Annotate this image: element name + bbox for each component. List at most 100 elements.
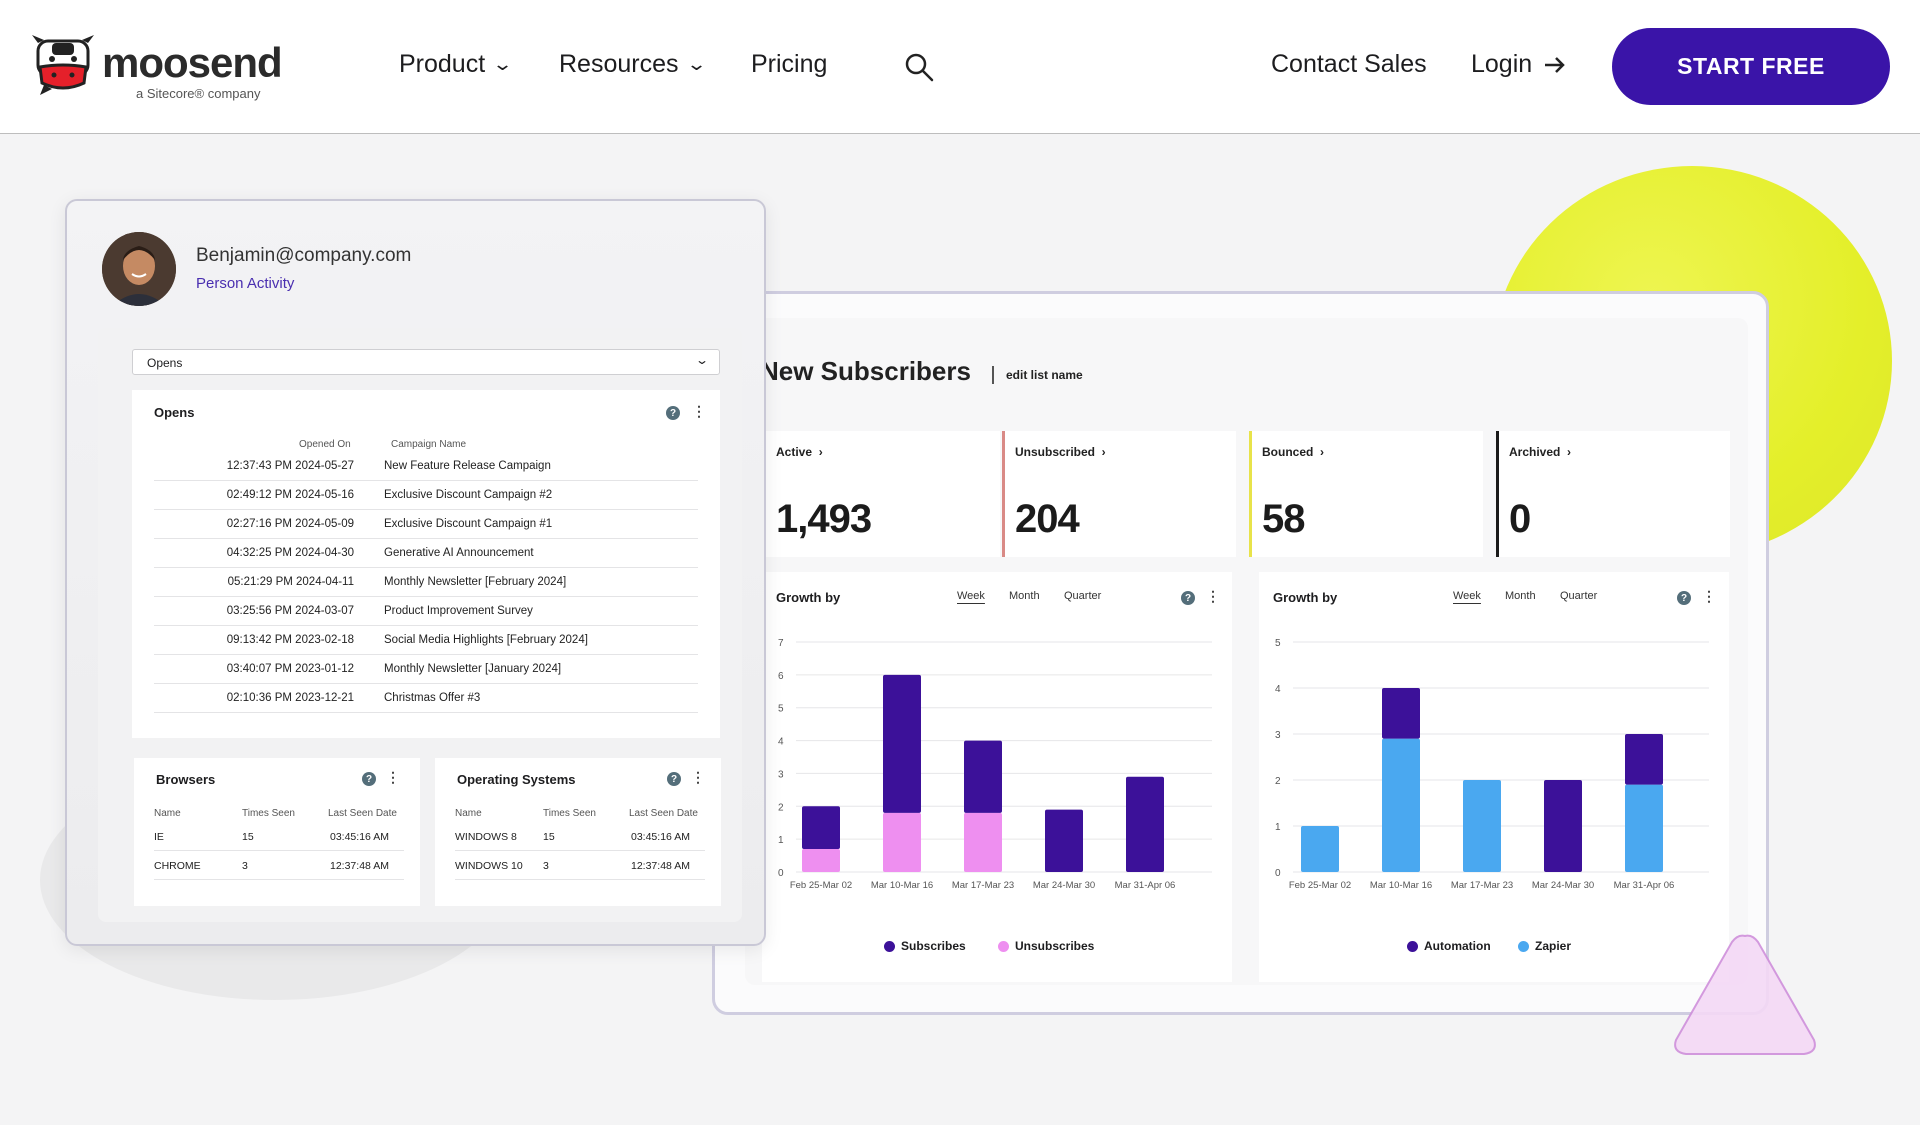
stat-card-active[interactable]: Active › 1,493: [766, 431, 1000, 557]
x-tick-label: Feb 25-Mar 02: [1289, 880, 1351, 891]
stat-label: Active ›: [776, 445, 823, 459]
logo-wordmark: moosend: [102, 39, 283, 86]
table-row: 02:10:36 PM 2023-12-21 Christmas Offer #3: [154, 684, 698, 713]
growth-chart-subscribes: Growth by Week Month Quarter ? ⋮ 0 1 2 3 4 5 6…: [762, 572, 1232, 982]
bar-zapier[interactable]: [1463, 780, 1501, 872]
stat-card-unsubscribed[interactable]: Unsubscribed › 204: [1002, 431, 1236, 557]
cow-logo-icon: [32, 35, 94, 95]
nav-pricing[interactable]: Pricing: [751, 50, 827, 79]
chevron-down-icon: ⌄: [492, 54, 514, 74]
more-options-icon[interactable]: ⋮: [692, 403, 706, 419]
stat-label: Archived ›: [1509, 445, 1572, 459]
more-options-icon[interactable]: ⋮: [1206, 588, 1220, 604]
bar-subscribes[interactable]: [1126, 776, 1164, 872]
tab-quarter[interactable]: Quarter: [1064, 590, 1102, 602]
tab-quarter[interactable]: Quarter: [1560, 590, 1598, 602]
cell-last: 12:37:48 AM: [631, 860, 690, 872]
help-icon[interactable]: ?: [666, 406, 680, 420]
column-header-campaign: Campaign Name: [391, 439, 467, 450]
chart-title: Growth by: [1273, 590, 1338, 605]
bar-subscribes[interactable]: [964, 740, 1002, 813]
help-icon[interactable]: ?: [1677, 591, 1691, 605]
help-icon[interactable]: ?: [1181, 591, 1195, 605]
bar-unsubscribes[interactable]: [802, 849, 840, 872]
table-row: 02:49:12 PM 2024-05-16 Exclusive Discount…: [154, 481, 698, 510]
activity-type-select[interactable]: Opens ⌄: [132, 349, 720, 375]
legend-dot-automation: [1407, 940, 1418, 952]
nav-product-label: Product: [399, 50, 486, 78]
more-options-icon[interactable]: ⋮: [386, 769, 400, 785]
x-tick-label: Mar 10-Mar 16: [871, 880, 933, 891]
stat-label: Bounced ›: [1262, 445, 1325, 459]
bar-unsubscribes[interactable]: [883, 812, 921, 872]
table-row: 02:27:16 PM 2024-05-09 Exclusive Discount…: [154, 510, 698, 539]
x-tick-label: Mar 24-Mar 30: [1033, 880, 1095, 891]
y-tick-label: 2: [778, 802, 784, 813]
edit-list-name-link[interactable]: edit list name: [992, 366, 1083, 384]
os-title: Operating Systems: [457, 772, 576, 787]
person-photo-icon: [102, 232, 176, 306]
y-tick-label: 0: [778, 868, 784, 879]
nav-resources[interactable]: Resources ⌄: [559, 50, 707, 79]
bar-zapier[interactable]: [1301, 826, 1339, 872]
search-icon[interactable]: [904, 52, 934, 82]
login-link[interactable]: Login: [1471, 50, 1566, 79]
x-tick-label: Mar 17-Mar 23: [1451, 880, 1513, 891]
y-tick-label: 7: [778, 638, 784, 649]
chevron-down-icon: ⌄: [685, 54, 707, 74]
cell-campaign-name: Generative AI Announcement: [384, 547, 534, 559]
help-icon[interactable]: ?: [667, 772, 681, 786]
bar-zapier[interactable]: [1625, 784, 1663, 872]
cell-last: 03:45:16 AM: [631, 831, 690, 843]
stat-value: 0: [1509, 497, 1531, 541]
decorative-triangle: [1674, 934, 1816, 1055]
cell-times: 3: [242, 860, 248, 872]
table-row: IE 15 03:45:16 AM: [154, 822, 404, 851]
cell-opened-on: 03:40:07 PM 2023-01-12: [226, 663, 354, 675]
x-tick-label: Mar 31-Apr 06: [1115, 880, 1176, 891]
bar-automation[interactable]: [1544, 780, 1582, 872]
stat-card-bounced[interactable]: Bounced › 58: [1249, 431, 1483, 557]
tab-week[interactable]: Week: [957, 590, 985, 602]
cell-last: 12:37:48 AM: [330, 860, 389, 872]
y-tick-label: 3: [778, 769, 784, 780]
legend-item: Unsubscribes: [998, 939, 1094, 953]
contact-sales-link[interactable]: Contact Sales: [1271, 50, 1427, 78]
stat-card-archived[interactable]: Archived › 0: [1496, 431, 1730, 557]
bar-zapier[interactable]: [1382, 738, 1420, 872]
legend-dot-unsubscribes: [998, 940, 1009, 952]
tab-week[interactable]: Week: [1453, 590, 1481, 602]
y-tick-label: 5: [1275, 638, 1281, 649]
cell-opened-on: 05:21:29 PM 2024-04-11: [227, 576, 354, 588]
bar-subscribes[interactable]: [883, 674, 921, 813]
table-row: 09:13:42 PM 2023-02-18 Social Media Highl…: [154, 626, 698, 655]
help-icon[interactable]: ?: [362, 772, 376, 786]
bar-subscribes[interactable]: [802, 806, 840, 849]
more-options-icon[interactable]: ⋮: [1702, 588, 1716, 604]
table-row: 03:25:56 PM 2024-03-07 Product Improvemen…: [154, 597, 698, 626]
legend-label: Unsubscribes: [1015, 939, 1095, 953]
person-activity-label: Person Activity: [196, 275, 295, 292]
more-options-icon[interactable]: ⋮: [691, 769, 705, 785]
tab-month[interactable]: Month: [1009, 590, 1040, 602]
y-tick-label: 3: [1275, 730, 1281, 741]
y-tick-label: 4: [778, 737, 784, 748]
tab-month[interactable]: Month: [1505, 590, 1536, 602]
bar-unsubscribes[interactable]: [964, 812, 1002, 872]
nav-product[interactable]: Product ⌄: [399, 50, 514, 79]
column-header-name: Name: [154, 808, 181, 819]
bar-automation[interactable]: [1625, 734, 1663, 785]
bar-automation[interactable]: [1382, 688, 1420, 739]
column-header-times-seen: Times Seen: [543, 808, 596, 819]
y-tick-label: 2: [1275, 776, 1281, 787]
stat-value: 1,493: [776, 497, 872, 541]
cell-campaign-name: Monthly Newsletter [February 2024]: [384, 576, 567, 588]
start-free-button[interactable]: START FREE: [1612, 28, 1890, 105]
column-header-opened-on: Opened On: [299, 439, 351, 450]
moosend-logo[interactable]: moosend a Sitecore® company: [30, 33, 283, 105]
y-tick-label: 0: [1275, 868, 1281, 879]
chevron-down-icon: ⌄: [694, 353, 710, 367]
browsers-title: Browsers: [156, 772, 216, 787]
cell-name: WINDOWS 8: [455, 831, 517, 843]
bar-subscribes[interactable]: [1045, 809, 1083, 872]
